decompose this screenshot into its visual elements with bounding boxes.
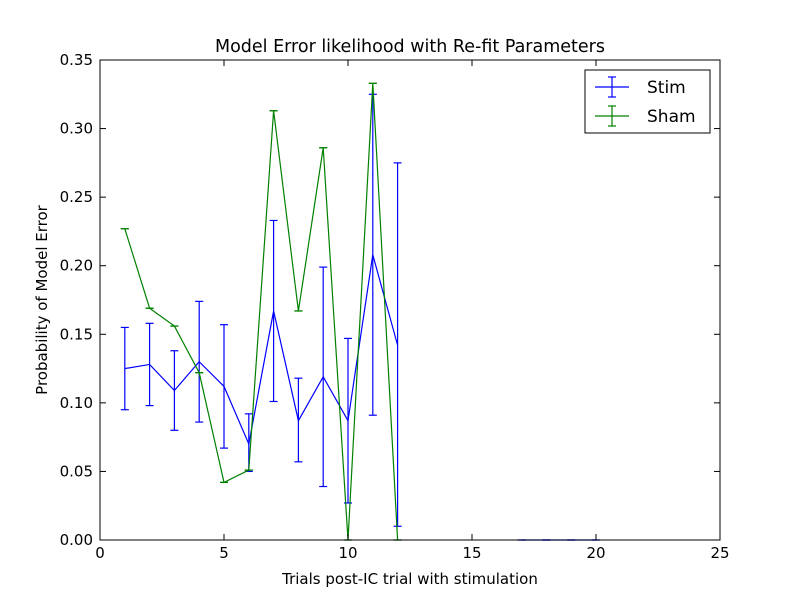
- x-tick-label: 20: [586, 544, 605, 562]
- y-axis-label: Probability of Model Error: [33, 204, 51, 394]
- y-tick-label: 0.15: [60, 325, 93, 343]
- series-stim: [120, 93, 600, 541]
- legend-box: [584, 69, 711, 134]
- x-tick-label: 15: [462, 544, 481, 562]
- series-sham: [120, 82, 402, 541]
- y-tick-label: 0.10: [60, 394, 93, 412]
- y-tick-label: 0.25: [60, 188, 93, 206]
- y-tick-label: 0.35: [60, 51, 93, 69]
- x-tick-label: 5: [219, 544, 229, 562]
- x-axis-label: Trials post-IC trial with stimulation: [281, 570, 538, 588]
- plot-frame: [99, 59, 721, 541]
- legend: Stim Sham: [584, 69, 711, 134]
- legend-label-stim: Stim: [647, 78, 686, 98]
- chart-title: Model Error likelihood with Re-fit Param…: [215, 37, 605, 57]
- legend-label-sham: Sham: [647, 107, 696, 127]
- x-tick-label: 10: [338, 544, 357, 562]
- y-tick-label: 0.05: [60, 462, 93, 480]
- series-line-stim: [124, 254, 399, 447]
- x-tick-label: 25: [710, 544, 729, 562]
- series-line-sham: [124, 83, 399, 541]
- plot-area: 0 5 10 15 20 25 0.00 0.05 0.10 0.15 0.20 0.25 0.30 0.…: [60, 51, 730, 562]
- y-tick-label: 0.20: [60, 257, 93, 275]
- y-tick-label: 0.30: [60, 120, 93, 138]
- x-tick-label: 0: [95, 544, 105, 562]
- y-tick-label: 0.00: [60, 531, 93, 549]
